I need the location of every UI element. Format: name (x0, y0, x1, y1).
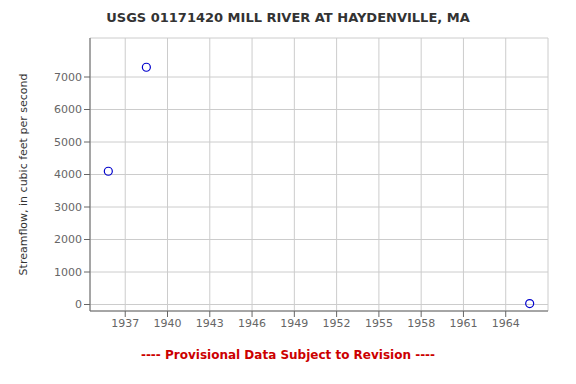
svg-text:1961: 1961 (449, 317, 477, 330)
html-text:USGS 01171420 MILL RIVER AT HA: USGS 01171420 MILL RIVER AT HAYDENVILLE,… (106, 10, 470, 25)
svg-text:0: 0 (75, 298, 82, 311)
svg-text:1943: 1943 (196, 317, 224, 330)
svg-text:4000: 4000 (54, 168, 82, 181)
svg-text:1964: 1964 (492, 317, 520, 330)
svg-text:1946: 1946 (238, 317, 266, 330)
svg-text:3000: 3000 (54, 201, 82, 214)
svg-text:1940: 1940 (154, 317, 182, 330)
html-text:---- Provisional Data Subject: ---- Provisional Data Subject to Revisio… (140, 348, 436, 362)
svg-text:5000: 5000 (54, 136, 82, 149)
svg-text:1958: 1958 (407, 317, 435, 330)
svg-text:1937: 1937 (111, 317, 139, 330)
svg-text:6000: 6000 (54, 103, 82, 116)
svg-text:1955: 1955 (365, 317, 393, 330)
svg-text:1949: 1949 (280, 317, 308, 330)
svg-text:7000: 7000 (54, 71, 82, 84)
svg-text:2000: 2000 (54, 233, 82, 246)
svg-text:1000: 1000 (54, 266, 82, 279)
svg-text:Streamflow, in cubic feet per: Streamflow, in cubic feet per second (17, 74, 30, 276)
svg-text:1952: 1952 (323, 317, 351, 330)
